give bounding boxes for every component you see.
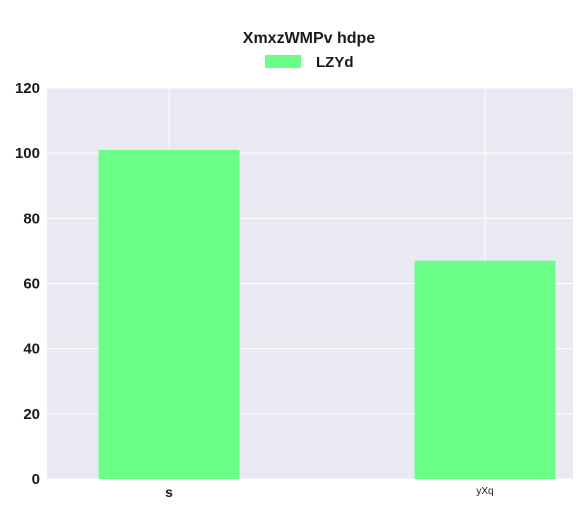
x-axis-ticks: s yXq xyxy=(165,484,494,500)
y-tick-label: 100 xyxy=(15,145,40,162)
y-tick-label: 80 xyxy=(23,210,40,227)
y-tick-label: 20 xyxy=(23,406,40,423)
y-tick-label: 120 xyxy=(15,80,40,97)
bar-s xyxy=(98,149,240,480)
chart-title: XmxzWMPv hdpe xyxy=(243,30,376,47)
y-tick-label: 60 xyxy=(23,276,40,293)
y-axis-ticks: 0 20 40 60 80 100 120 xyxy=(15,80,40,488)
y-tick-label: 0 xyxy=(32,471,40,488)
x-tick-label: yXq xyxy=(476,486,493,497)
y-tick-label: 40 xyxy=(23,341,40,358)
legend-label: LZYd xyxy=(316,54,354,71)
legend-swatch xyxy=(265,55,301,68)
bar-yXq xyxy=(414,260,556,479)
bars xyxy=(98,149,556,480)
x-tick-label: s xyxy=(165,484,173,500)
